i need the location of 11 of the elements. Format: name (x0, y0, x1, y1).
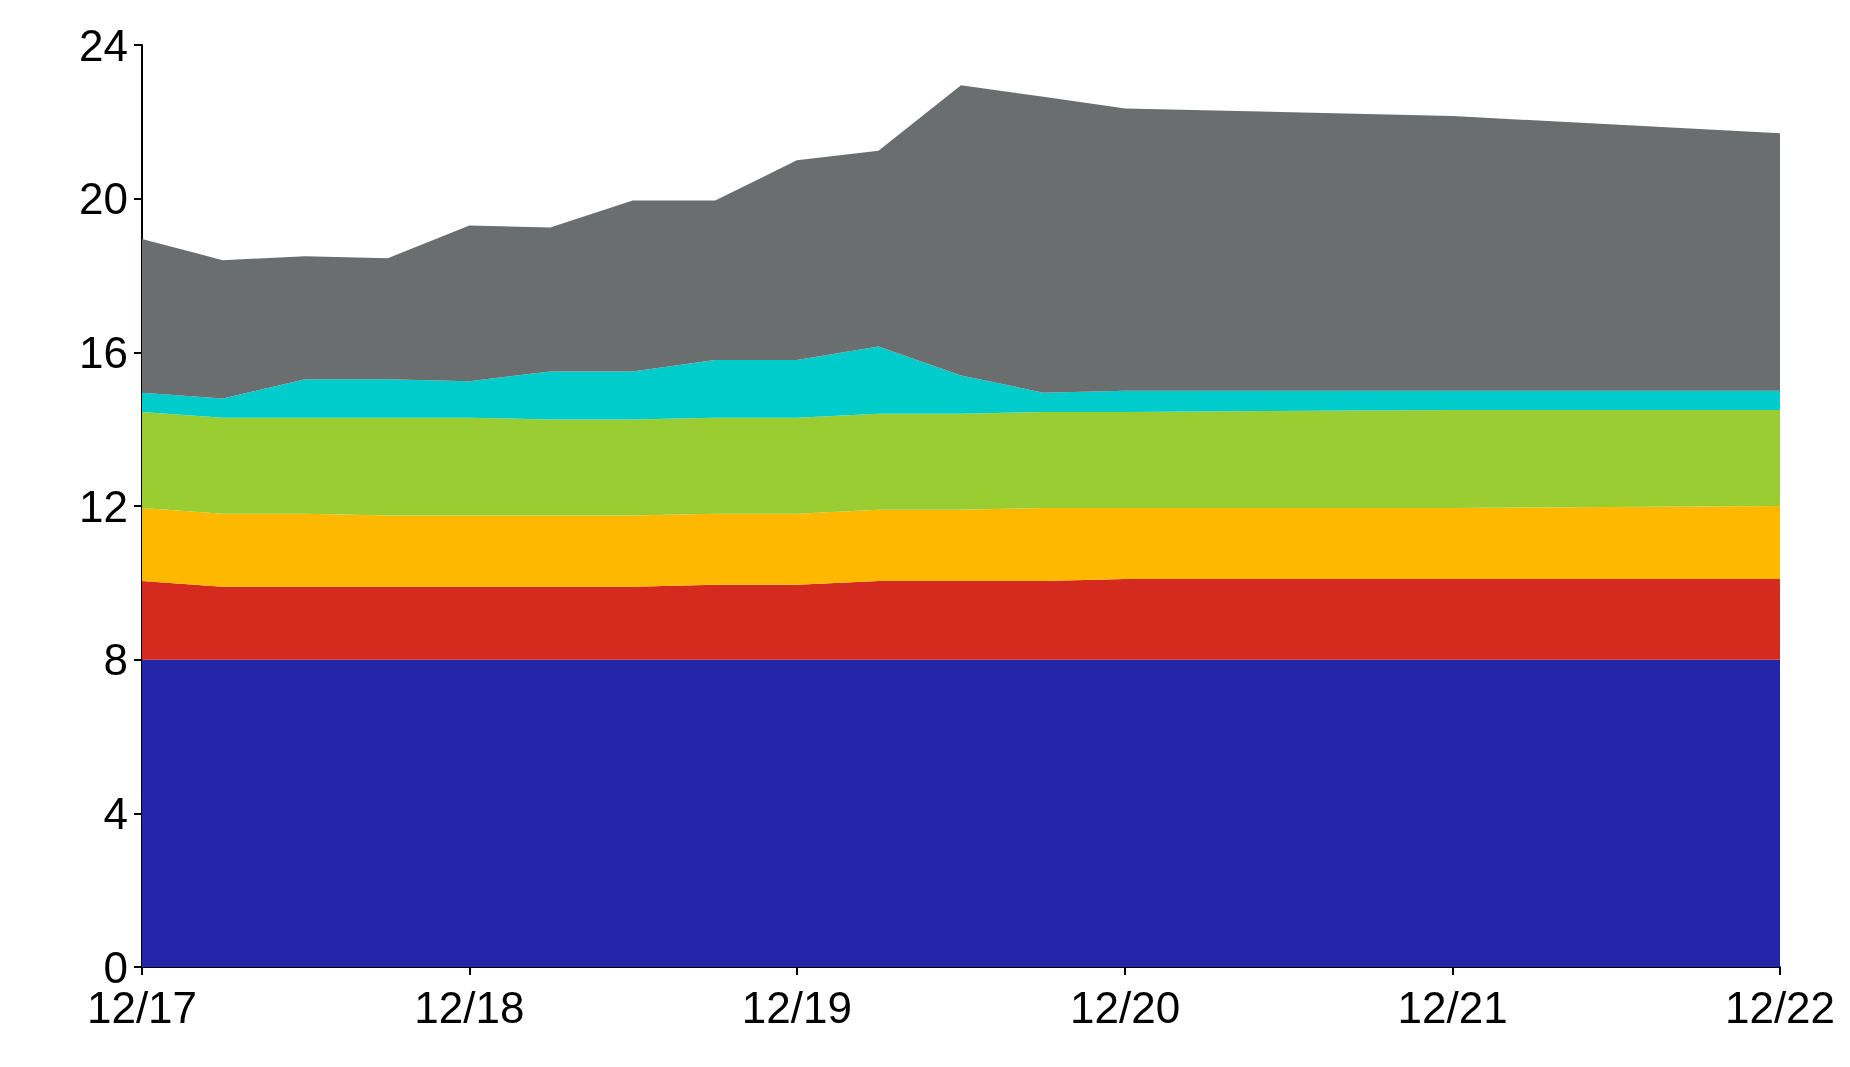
y-tick-label: 16 (79, 327, 128, 377)
y-tick-label: 20 (79, 174, 128, 224)
x-tick-label: 12/22 (1724, 982, 1836, 1032)
x-tick-label: 12/21 (1397, 982, 1508, 1032)
x-tick-label: 12/20 (1070, 982, 1181, 1032)
y-tick-label: 12 (79, 481, 128, 531)
y-tick-label: 24 (79, 20, 128, 70)
x-tick-label: 12/19 (741, 982, 852, 1032)
y-tick-label: 8 (103, 635, 128, 685)
x-tick-label: 12/18 (414, 982, 525, 1032)
y-tick-label: 4 (103, 788, 128, 838)
